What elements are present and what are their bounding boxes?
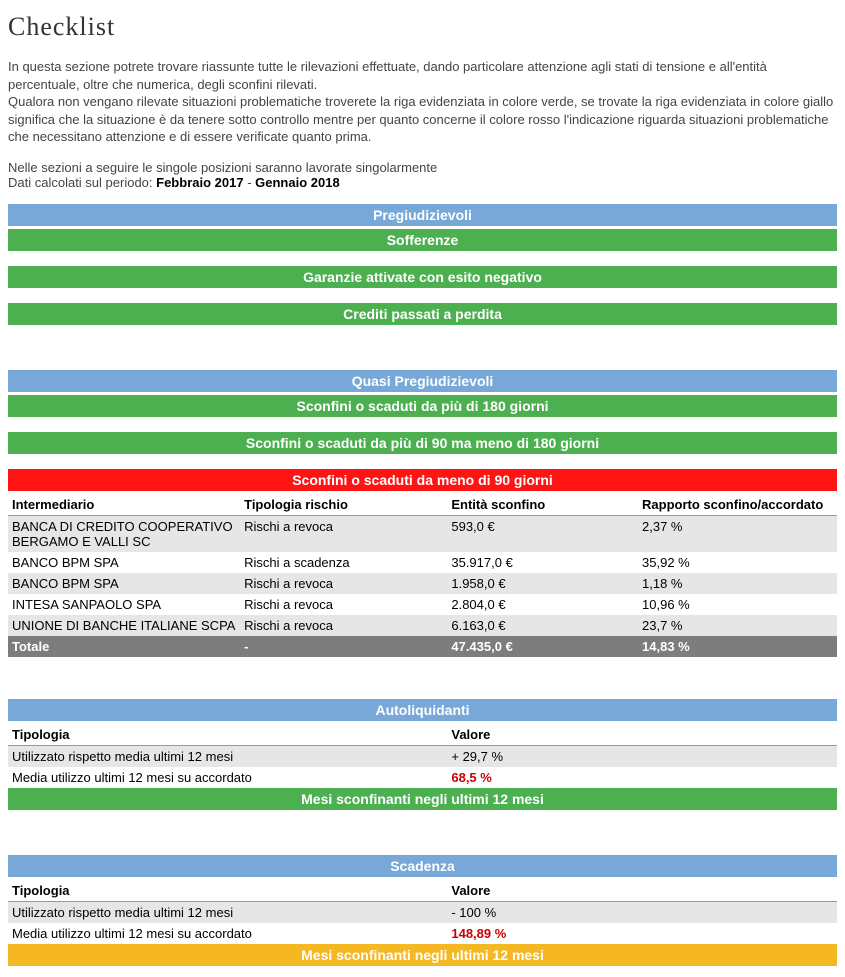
table-cell: 1.958,0 €	[447, 573, 638, 594]
page-title: Checklist	[8, 12, 837, 42]
table-cell: 2.804,0 €	[447, 594, 638, 615]
table-cell: Utilizzato rispetto media ultimi 12 mesi	[8, 901, 447, 923]
table-cell: 593,0 €	[447, 515, 638, 552]
period-prefix: Dati calcolati sul periodo:	[8, 175, 156, 190]
table-cell: - 100 %	[447, 901, 837, 923]
table-cell: Rischi a scadenza	[240, 552, 447, 573]
table-row: Utilizzato rispetto media ultimi 12 mesi…	[8, 745, 837, 767]
sconfini-90-180-bar: Sconfini o scaduti da più di 90 ma meno …	[8, 432, 837, 454]
intro-p1: In questa sezione potrete trovare riassu…	[8, 59, 767, 92]
table-cell: Rischi a revoca	[240, 573, 447, 594]
table-cell: 23,7 %	[638, 615, 837, 636]
sofferenze-bar: Sofferenze	[8, 229, 837, 251]
table-row: BANCA DI CREDITO COOPERATIVO BERGAMO E V…	[8, 515, 837, 552]
col-valore-s: Valore	[447, 880, 837, 902]
table-cell: UNIONE DI BANCHE ITALIANE SCPA	[8, 615, 240, 636]
table-cell: 10,96 %	[638, 594, 837, 615]
table-cell: 47.435,0 €	[447, 636, 638, 657]
table-cell: 35.917,0 €	[447, 552, 638, 573]
table-cell: BANCO BPM SPA	[8, 573, 240, 594]
table-cell: BANCA DI CREDITO COOPERATIVO BERGAMO E V…	[8, 515, 240, 552]
table-total-row: Totale-47.435,0 €14,83 %	[8, 636, 837, 657]
table-row: INTESA SANPAOLO SPARischi a revoca2.804,…	[8, 594, 837, 615]
table-cell: 1,18 %	[638, 573, 837, 594]
intro-p2: Qualora non vengano rilevate situazioni …	[8, 94, 833, 144]
autoliquidanti-header: Autoliquidanti	[8, 699, 837, 721]
autoliquidanti-footer: Mesi sconfinanti negli ultimi 12 mesi	[8, 788, 837, 810]
col-tipologia-s: Tipologia	[8, 880, 447, 902]
table-cell: 35,92 %	[638, 552, 837, 573]
sconfini-90-bar: Sconfini o scaduti da meno di 90 giorni	[8, 469, 837, 491]
followup-text: Nelle sezioni a seguire le singole posiz…	[8, 160, 437, 175]
scadenza-table: Tipologia Valore Utilizzato rispetto med…	[8, 880, 837, 944]
table-row: BANCO BPM SPARischi a revoca1.958,0 €1,1…	[8, 573, 837, 594]
crediti-bar: Crediti passati a perdita	[8, 303, 837, 325]
table-cell: Totale	[8, 636, 240, 657]
table-cell: 68,5 %	[447, 767, 837, 788]
garanzie-bar: Garanzie attivate con esito negativo	[8, 266, 837, 288]
autoliquidanti-table: Tipologia Valore Utilizzato rispetto med…	[8, 724, 837, 788]
pregiudizievoli-header: Pregiudizievoli	[8, 204, 837, 226]
col-intermediario: Intermediario	[8, 494, 240, 516]
table-cell: BANCO BPM SPA	[8, 552, 240, 573]
quasi-pregiudizievoli-header: Quasi Pregiudizievoli	[8, 370, 837, 392]
table-cell: 148,89 %	[447, 923, 837, 944]
period-start: Febbraio 2017	[156, 175, 243, 190]
sconfini-table: Intermediario Tipologia rischio Entità s…	[8, 494, 837, 657]
table-row: Utilizzato rispetto media ultimi 12 mesi…	[8, 901, 837, 923]
col-tipologia-a: Tipologia	[8, 724, 447, 746]
table-cell: Rischi a revoca	[240, 615, 447, 636]
intro-text: In questa sezione potrete trovare riassu…	[8, 58, 837, 146]
table-cell: + 29,7 %	[447, 745, 837, 767]
sconfini-180-bar: Sconfini o scaduti da più di 180 giorni	[8, 395, 837, 417]
col-entita: Entità sconfino	[447, 494, 638, 516]
table-cell: Media utilizzo ultimi 12 mesi su accorda…	[8, 767, 447, 788]
col-rapporto: Rapporto sconfino/accordato	[638, 494, 837, 516]
col-tipologia: Tipologia rischio	[240, 494, 447, 516]
table-cell: Rischi a revoca	[240, 594, 447, 615]
table-cell: 2,37 %	[638, 515, 837, 552]
col-valore-a: Valore	[447, 724, 837, 746]
table-cell: Utilizzato rispetto media ultimi 12 mesi	[8, 745, 447, 767]
period-block: Nelle sezioni a seguire le singole posiz…	[8, 160, 837, 190]
table-cell: Rischi a revoca	[240, 515, 447, 552]
table-cell: INTESA SANPAOLO SPA	[8, 594, 240, 615]
table-cell: 6.163,0 €	[447, 615, 638, 636]
table-cell: 14,83 %	[638, 636, 837, 657]
scadenza-footer: Mesi sconfinanti negli ultimi 12 mesi	[8, 944, 837, 966]
table-row: BANCO BPM SPARischi a scadenza35.917,0 €…	[8, 552, 837, 573]
scadenza-header: Scadenza	[8, 855, 837, 877]
table-cell: -	[240, 636, 447, 657]
table-row: Media utilizzo ultimi 12 mesi su accorda…	[8, 923, 837, 944]
table-row: Media utilizzo ultimi 12 mesi su accorda…	[8, 767, 837, 788]
table-row: UNIONE DI BANCHE ITALIANE SCPARischi a r…	[8, 615, 837, 636]
table-cell: Media utilizzo ultimi 12 mesi su accorda…	[8, 923, 447, 944]
period-end: Gennaio 2018	[255, 175, 340, 190]
period-sep: -	[244, 175, 256, 190]
